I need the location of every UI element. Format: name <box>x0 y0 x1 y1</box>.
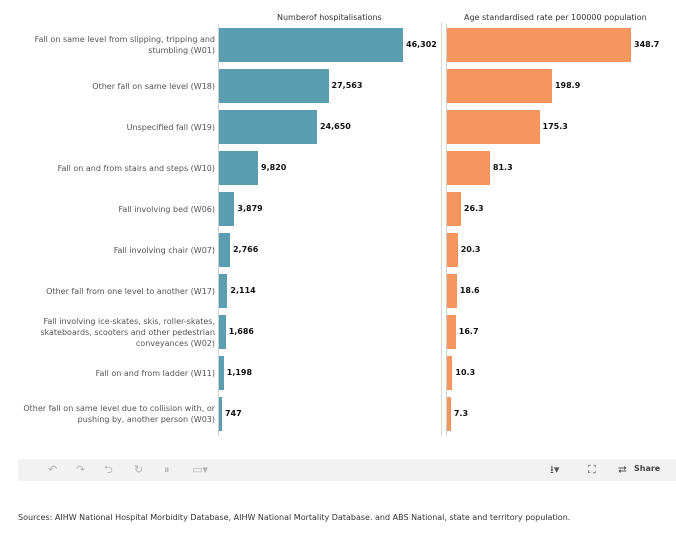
hospitalisations-bar[interactable] <box>219 151 259 185</box>
rate-value-label: 81.3 <box>492 163 513 172</box>
category-label: Fall involving chair (W07) <box>113 245 215 255</box>
category-label: Fall involving bed (W06) <box>118 204 215 214</box>
hospitalisations-value-label: 24,650 <box>319 122 351 131</box>
hospitalisations-value-label: 2,114 <box>230 286 256 295</box>
sources-note: Sources: AIHW National Hospital Morbidit… <box>18 513 571 522</box>
category-label: Other fall on same level due to collisio… <box>23 404 215 424</box>
rate-value-label: 16.7 <box>458 327 479 336</box>
category-label: Fall on same level from slipping, trippi… <box>34 35 215 55</box>
rate-value-label: 20.3 <box>460 245 481 254</box>
rate-bar[interactable] <box>447 356 453 390</box>
rate-bar[interactable] <box>447 315 456 349</box>
panel-divider <box>441 22 442 437</box>
rate-value-label: 348.7 <box>634 40 660 49</box>
rate-bar[interactable] <box>447 397 451 431</box>
hospitalisations-value-label: 9,820 <box>261 163 287 172</box>
rate-value-label: 10.3 <box>455 368 476 377</box>
rate-value-label: 26.3 <box>463 204 484 213</box>
category-label: Fall on and from stairs and steps (W10) <box>57 163 215 173</box>
category-label: Other fall from one level to another (W1… <box>46 286 215 296</box>
rate-value-label: 7.3 <box>453 409 469 418</box>
hospitalisations-bar[interactable] <box>219 315 226 349</box>
rate-value-label: 18.6 <box>459 286 480 295</box>
hospitalisations-bar[interactable] <box>219 233 230 267</box>
hospitalisations-bar[interactable] <box>219 69 329 103</box>
fullscreen-icon[interactable]: ⛶ <box>588 463 596 476</box>
viz-toolbar: ↶ ↷ ⮌ ↻ ⏸ ▭▾ ⭳▾ ⛶ ⮂ Share <box>18 459 676 481</box>
rate-bar[interactable] <box>447 192 461 226</box>
rate-panel-title: Age standardised rate per 100000 populat… <box>464 13 647 22</box>
hospitalisations-value-label: 2,766 <box>232 245 259 254</box>
comment-icon[interactable]: ▭▾ <box>192 463 208 476</box>
revert-icon[interactable]: ⮌ <box>104 463 113 476</box>
hospitalisations-bar[interactable] <box>219 192 235 226</box>
hospitalisations-panel-title: Numberof hospitalisations <box>277 13 382 22</box>
refresh-icon[interactable]: ↻ <box>134 463 144 476</box>
pause-icon[interactable]: ⏸ <box>164 463 170 476</box>
hospitalisations-value-label: 27,563 <box>331 81 363 90</box>
rate-bar[interactable] <box>447 110 540 144</box>
hospitalisations-value-label: 46,302 <box>406 40 437 49</box>
hospitalisations-bar[interactable] <box>219 356 224 390</box>
share-button[interactable]: Share <box>634 464 661 473</box>
category-label: Other fall on same level (W18) <box>92 81 215 91</box>
category-label: Fall on and from ladder (W11) <box>95 368 215 378</box>
category-label: Unspecified fall (W19) <box>126 122 215 132</box>
hospitalisations-value-label: 1,198 <box>226 368 253 377</box>
rate-baseline <box>446 24 447 436</box>
rate-value-label: 198.9 <box>554 81 581 90</box>
rate-bar[interactable] <box>447 274 457 308</box>
rate-value-label: 175.3 <box>542 122 568 131</box>
download-icon[interactable]: ⭳▾ <box>550 463 560 476</box>
rate-bar[interactable] <box>447 151 490 185</box>
hospitalisations-value-label: 1,686 <box>228 327 254 336</box>
rate-bar[interactable] <box>447 233 458 267</box>
redo-icon[interactable]: ↷ <box>76 463 86 476</box>
rate-bar[interactable] <box>447 69 552 103</box>
hospitalisations-baseline <box>218 24 219 436</box>
category-label: Fall involving ice-skates, skis, roller-… <box>40 316 215 348</box>
share-icon[interactable]: ⮂ <box>618 463 627 476</box>
hospitalisations-bar[interactable] <box>219 397 222 431</box>
hospitalisations-value-label: 3,879 <box>237 204 263 213</box>
hospitalisations-bar[interactable] <box>219 274 228 308</box>
undo-icon[interactable]: ↶ <box>48 463 58 476</box>
rate-bar[interactable] <box>447 28 631 62</box>
hospitalisations-value-label: 747 <box>224 409 242 418</box>
hospitalisations-bar[interactable] <box>219 110 317 144</box>
hospitalisations-bar[interactable] <box>219 28 403 62</box>
